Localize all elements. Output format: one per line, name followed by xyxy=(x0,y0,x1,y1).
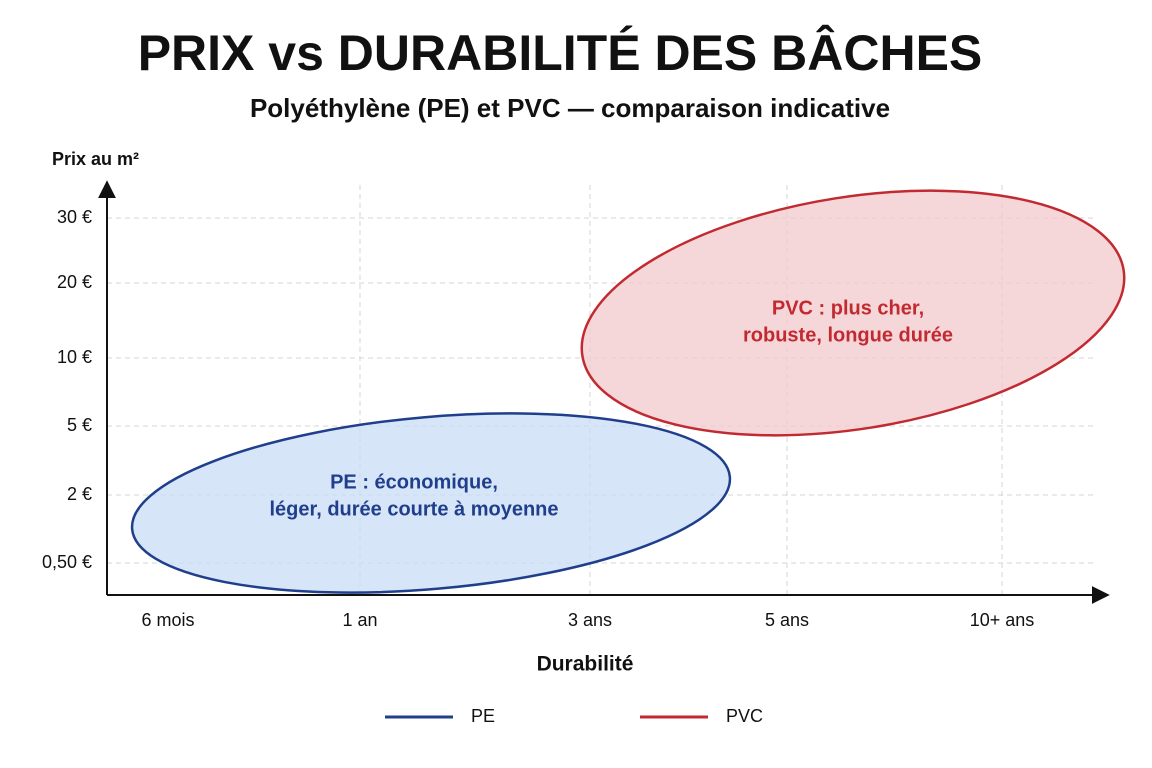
ticks: 6 mois 1 an 3 ans 5 ans 10+ ans 0,50 € 2 € 5 € 1… xyxy=(42,207,1034,630)
y-tick-label: 5 € xyxy=(67,415,92,435)
y-tick-label: 10 € xyxy=(57,347,92,367)
region-label: léger, durée courte à moyenne xyxy=(270,498,559,520)
region-label: robuste, longue durée xyxy=(743,324,953,346)
y-tick-label: 30 € xyxy=(57,207,92,227)
y-axis-label: Prix au m² xyxy=(52,149,139,169)
x-tick-label: 3 ans xyxy=(568,610,612,630)
legend-label: PE xyxy=(471,706,495,726)
x-axis-label: Durabilité xyxy=(537,653,634,676)
region xyxy=(580,189,1126,437)
chart-subtitle: Polyéthylène (PE) et PVC — comparaison i… xyxy=(250,93,890,123)
y-tick-label: 2 € xyxy=(67,484,92,504)
region xyxy=(130,412,732,594)
x-tick-label: 1 an xyxy=(342,610,377,630)
x-tick-label: 6 mois xyxy=(141,610,194,630)
x-tick-label: 5 ans xyxy=(765,610,809,630)
y-tick-label: 20 € xyxy=(57,272,92,292)
y-tick-label: 0,50 € xyxy=(42,552,92,572)
x-tick-label: 10+ ans xyxy=(970,610,1035,630)
legend-label: PVC xyxy=(726,706,763,726)
regions: PE : économique, léger, durée courte à mo… xyxy=(130,189,1126,594)
region-label: PE : économique, xyxy=(330,471,498,493)
region-label: PVC : plus cher, xyxy=(772,297,924,319)
legend: PE PVC xyxy=(385,706,763,726)
chart-title: PRIX vs DURABILITÉ DES BÂCHES xyxy=(138,25,983,81)
